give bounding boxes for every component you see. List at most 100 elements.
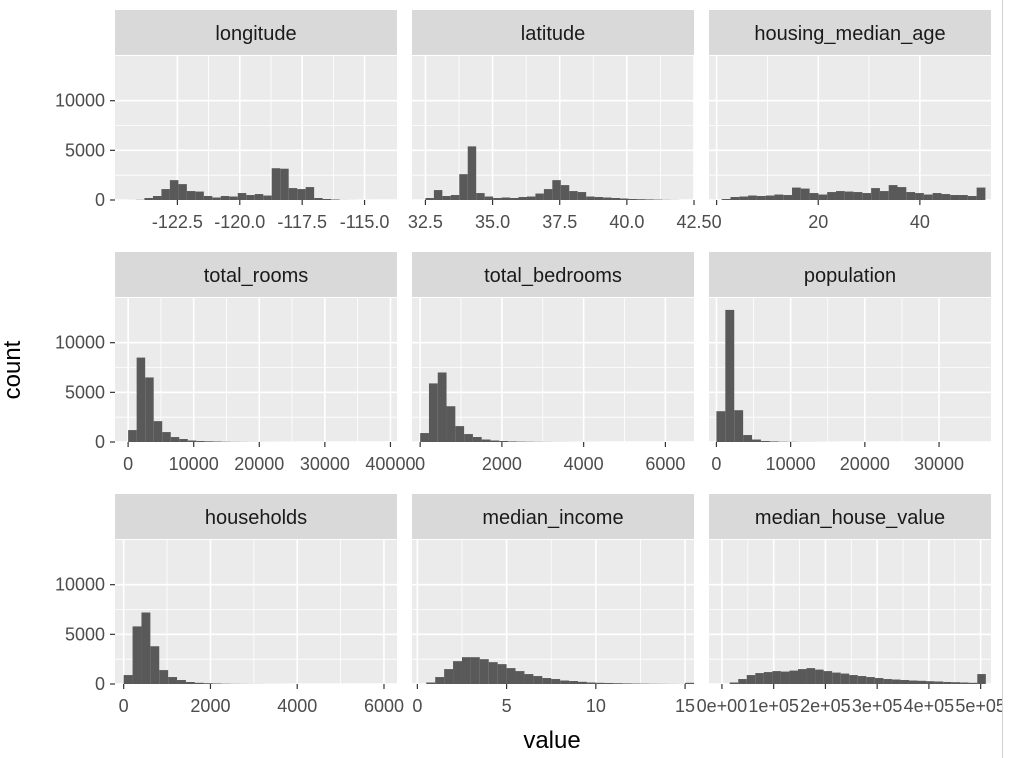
histogram-bar [832,672,841,684]
histogram-bar [586,196,595,200]
histogram-bar [738,679,747,684]
y-tick-label: 0 [95,432,105,452]
histogram-bar [442,196,451,200]
histogram-bar [604,683,614,684]
x-tick-label: 20000 [840,454,890,474]
histogram-bar [481,439,491,442]
x-tick-label: 0 [412,696,422,716]
facet-strip-label: total_rooms [204,265,309,287]
histogram-bar [185,682,195,684]
x-tick-label: 30000 [914,454,964,474]
x-tick-label: 4000 [277,696,317,716]
histogram-bar [611,198,621,200]
histogram-bar [152,196,162,200]
histogram-bar [760,441,770,442]
x-axis-title: value [523,727,580,754]
histogram-bar [866,677,875,684]
x-tick-label: 5e+05 [955,696,1006,716]
histogram-bar [144,198,153,200]
histogram-bar [569,191,578,200]
histogram-bar [934,681,944,684]
histogram-bar [577,681,587,684]
histogram-bar [943,682,952,684]
histogram-bar [628,199,637,200]
histogram-bar [595,682,605,684]
facet-population: population 0 10000 20000 30000 [709,252,991,474]
histogram-bar [809,193,819,200]
y-tick-label: 0 [95,190,105,210]
facet-longitude: longitude -122.5 -120.0 -117.5 -115.0 [115,10,397,232]
histogram-bar [288,188,298,200]
x-tick-label: 20000 [234,454,284,474]
facet-strip-label: longitude [215,23,296,45]
x-tick-label: 40.0 [609,212,644,232]
histogram-bar [437,372,447,442]
y-tick-label: 0 [95,674,105,694]
facet-strip [709,10,991,55]
x-tick-label: 0 [119,696,129,716]
histogram-bar [603,197,612,200]
histogram-bar [763,672,773,684]
histogram-bar [203,196,213,200]
histogram-bar [552,180,561,200]
histogram-bar [729,682,739,684]
histogram-bar [132,626,142,684]
histogram-bar [280,168,289,200]
histogram-bar [959,195,968,200]
histogram-bar [967,196,977,200]
panel-background [115,56,397,200]
x-tick-label: 5 [502,696,512,716]
histogram-bar [917,680,927,684]
histogram-bar [586,682,596,684]
histogram-bar [897,187,907,200]
histogram-bar [428,383,438,442]
histogram-bar [187,440,197,442]
histogram-bar [472,437,482,442]
histogram-bar [510,198,519,200]
facet-strip-label: median_house_value [755,507,945,529]
histogram-bar [150,646,160,684]
histogram-bar [508,441,517,442]
histogram-bar [506,668,516,684]
histogram-bar [932,193,942,200]
y-tick-label: 5000 [65,140,105,160]
histogram-bar [433,190,443,200]
x-tick-label: 10000 [169,454,219,474]
histogram-bar [453,661,462,684]
histogram-bar [314,198,323,200]
histogram-bar [467,146,477,200]
histogram-bar [535,193,544,200]
panel-background [115,298,397,442]
x-tick-label: 0e+00 [697,696,748,716]
histogram-bar [515,671,525,684]
histogram-bar [900,680,909,684]
y-tick-label: 5000 [65,624,105,644]
facet-strip-label: housing_median_age [754,23,945,45]
histogram-bar [844,191,854,200]
histogram-bar [450,195,460,200]
x-tick-label: 30000 [300,454,350,474]
x-tick-label: 0 [123,454,133,474]
histogram-bar [168,677,178,684]
histogram-bar [620,198,629,200]
histogram-bar [524,674,534,684]
panel-background [709,56,991,200]
x-tick-label: 6000 [645,454,685,474]
histogram-bar [178,184,187,200]
histogram-bar [518,197,527,200]
histogram-bar [499,441,509,442]
histogram-bar [783,195,793,200]
histogram-bar [194,682,204,684]
y-tick-label: 10000 [55,575,105,595]
histogram-bar [203,683,213,684]
histogram-bar [976,187,986,200]
histogram-bar [734,410,744,442]
histogram-bar [772,671,781,684]
facet-strip [412,10,694,55]
histogram-bar [977,674,986,684]
histogram-bar [560,185,570,200]
facet-strip [709,494,991,539]
histogram-bar [780,671,790,684]
x-tick-label: 2000 [482,454,522,474]
histogram-bar [739,196,749,200]
